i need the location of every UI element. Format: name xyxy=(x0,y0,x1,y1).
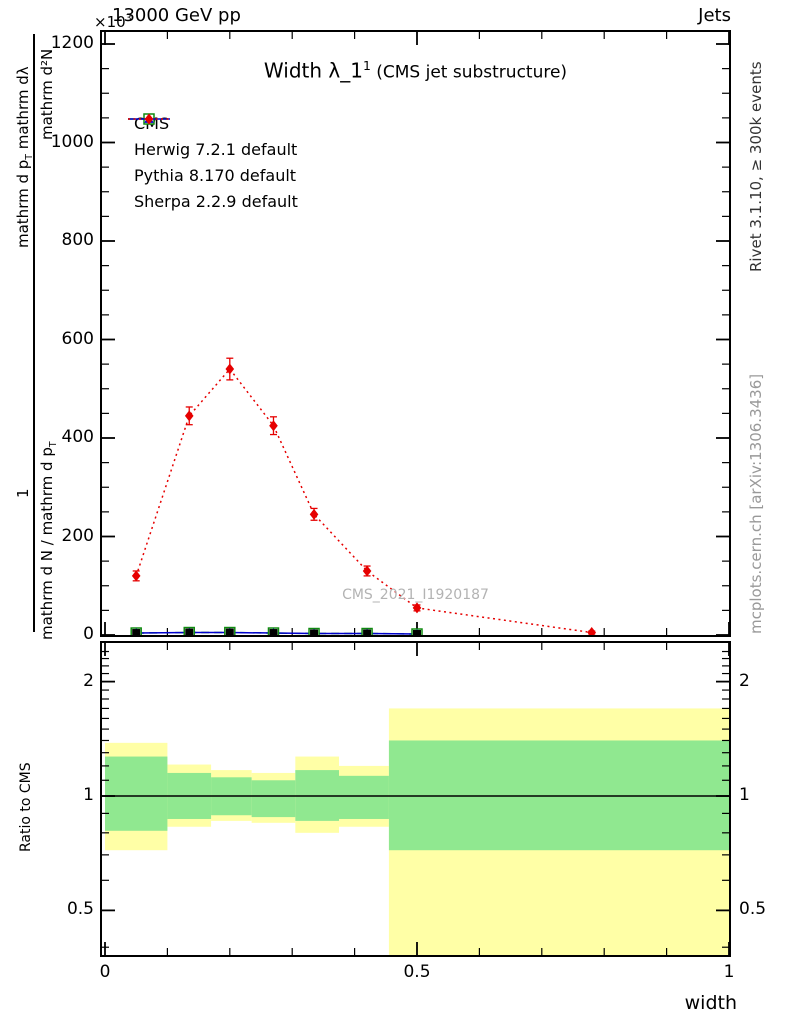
xaxis-label: width xyxy=(684,992,737,1014)
rivet-version-note: Rivet 3.1.10, ≥ 300k events xyxy=(747,61,765,272)
main-ytick-label: 800 xyxy=(61,230,94,250)
ratio-plot-canvas xyxy=(102,643,729,955)
green-uncertainty-band xyxy=(105,756,168,831)
legend-item-sherpa: Sherpa 2.2.9 default xyxy=(126,113,298,214)
ratio-ytick-label-right: 0.5 xyxy=(739,899,767,920)
legend-label-sherpa: Sherpa 2.2.9 default xyxy=(134,191,298,211)
scale-base: ×10 xyxy=(94,13,126,31)
sherpa-marker xyxy=(269,420,278,432)
yaxis-label-d2n: mathrm d²N xyxy=(38,49,56,140)
plot-title-superscript: 1 xyxy=(362,58,371,73)
main-plot-canvas xyxy=(102,32,729,635)
legend: CMS Herwig 7.2.1 default Pythia 8.170 de… xyxy=(126,110,298,214)
scale-exponent: 3 xyxy=(125,13,132,24)
cms-marker xyxy=(310,629,319,635)
main-ytick-label: 1200 xyxy=(50,33,94,53)
legend-item-herwig: Herwig 7.2.1 default xyxy=(126,113,298,162)
analysis-watermark: CMS_2021_I1920187 xyxy=(342,587,489,603)
sherpa-marker xyxy=(309,508,319,520)
cms-marker xyxy=(269,629,278,635)
legend-marker xyxy=(144,113,154,125)
plot-title: Width λ_11 (CMS jet substructure) xyxy=(102,58,729,83)
xtick-label: 0 xyxy=(99,962,111,982)
plot-title-main: Width λ_1 xyxy=(263,58,363,83)
cms-marker xyxy=(132,629,141,635)
ratio-ytick-label-right: 2 xyxy=(739,670,750,691)
green-uncertainty-band xyxy=(251,780,296,818)
legend-item-pythia: Pythia 8.170 default xyxy=(126,114,298,188)
yaxis-label-one: 1 xyxy=(14,488,32,498)
yaxis-scale-note: ×103 xyxy=(94,13,132,31)
mcplots-attribution-note: mcplots.cern.ch [arXiv:1306.3436] xyxy=(747,373,765,634)
legend-label-herwig: Herwig 7.2.1 default xyxy=(134,139,298,159)
yaxis-label-text: mathrm d²N xyxy=(38,48,56,140)
sherpa-marker xyxy=(131,570,141,582)
legend-label-pythia: Pythia 8.170 default xyxy=(134,165,297,185)
process-label: Jets xyxy=(698,5,731,26)
xtick-label: 0.5 xyxy=(403,962,431,982)
sherpa-line xyxy=(135,367,592,634)
beam-energy-label: 13000 GeV pp xyxy=(112,5,241,26)
main-ytick-label: 0 xyxy=(83,624,94,644)
sherpa-marker xyxy=(412,602,422,614)
yaxis-fraction-bar xyxy=(33,34,35,632)
ratio-ytick-label-right: 1 xyxy=(739,785,750,805)
cms-marker xyxy=(413,630,421,635)
main-ytick-label: 600 xyxy=(61,328,94,349)
cms-marker xyxy=(185,628,194,635)
yaxis-label-text: 1 xyxy=(14,488,32,498)
ratio-yaxis-label: Ratio to CMS xyxy=(18,762,34,852)
main-ytick-label: 200 xyxy=(61,525,94,546)
sherpa-marker xyxy=(362,565,372,577)
main-ytick-label: 1000 xyxy=(50,131,94,152)
sherpa-marker-icon xyxy=(128,113,170,125)
cms-marker xyxy=(363,629,372,635)
cms-marker xyxy=(225,628,234,635)
ratio-ytick-label-left: 0.5 xyxy=(66,899,94,920)
green-uncertainty-band xyxy=(339,775,389,819)
xtick-label: 1 xyxy=(723,962,735,982)
main-plot-panel: Width λ_11 (CMS jet substructure) CMS He… xyxy=(100,30,731,637)
sherpa-marker xyxy=(184,410,194,422)
yaxis-label-dpdlambda: mathrm d pT mathrm dλ xyxy=(14,66,35,248)
main-ytick-label: 400 xyxy=(61,427,94,447)
ratio-ytick-label-left: 2 xyxy=(83,670,94,691)
plot-title-suffix: (CMS jet substructure) xyxy=(370,62,568,83)
sherpa-marker xyxy=(587,627,597,635)
ratio-ytick-label-left: 1 xyxy=(83,785,94,805)
ratio-panel xyxy=(100,641,731,957)
